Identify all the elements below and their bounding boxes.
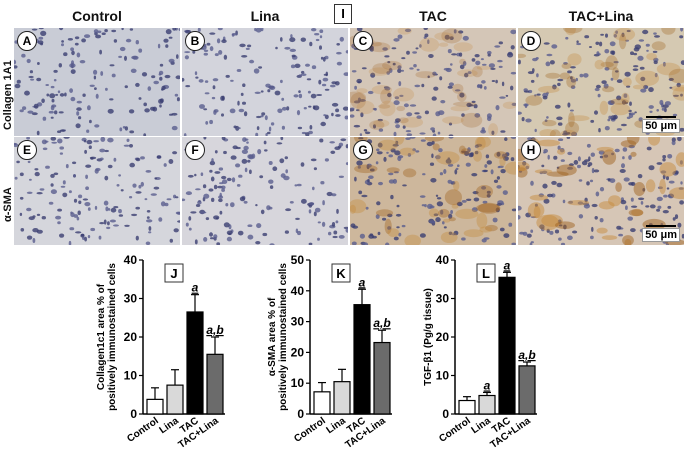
tissue-texture xyxy=(14,28,180,136)
y-tick-label: 0 xyxy=(130,407,137,421)
panel-letter-c: C xyxy=(353,31,373,51)
y-axis-label: TGF-β1 (Pg/g tissue) xyxy=(423,288,434,386)
bar-control xyxy=(313,391,331,415)
y-tick-label: 30 xyxy=(436,292,450,306)
significance-label: a xyxy=(484,378,491,392)
y-tick-label: 40 xyxy=(124,255,138,267)
micrograph-h: H 50 μm xyxy=(518,137,684,245)
micrograph-a: A xyxy=(14,28,180,136)
panel-letter-h: H xyxy=(521,140,541,160)
panel-letter-b: B xyxy=(185,31,205,51)
tissue-texture xyxy=(518,137,684,245)
y-axis-label: positively immunostained cells xyxy=(107,263,118,411)
bar-control xyxy=(146,398,164,415)
y-tick-label: 40 xyxy=(436,255,450,267)
micrograph-e: E xyxy=(14,137,180,245)
micrograph-d: D 50 μm xyxy=(518,28,684,136)
significance-label: a,b xyxy=(373,316,390,330)
column-header-control: Control xyxy=(72,8,122,24)
row-label-collagen-text: Collagen 1A1 xyxy=(2,60,14,130)
bar-lina xyxy=(333,381,351,415)
tissue-texture xyxy=(182,137,348,245)
bar-lina xyxy=(478,394,496,415)
significance-label: a xyxy=(504,258,511,272)
figure-label-i: I xyxy=(334,4,352,24)
panel-letter-a: A xyxy=(17,31,37,51)
y-tick-label: 50 xyxy=(291,255,305,267)
y-tick-label: 0 xyxy=(297,407,304,421)
panel-letter-box xyxy=(331,263,351,283)
panel-letter-k: K xyxy=(336,266,346,281)
scale-bar-label: 50 μm xyxy=(645,229,677,241)
bar-tac xyxy=(353,304,371,415)
bar-tac-lina xyxy=(206,353,224,415)
y-tick-label: 0 xyxy=(442,407,449,421)
bar-control xyxy=(458,399,476,415)
scale-bar-label: 50 μm xyxy=(645,120,677,132)
bar-tac-lina xyxy=(373,341,391,415)
scale-bar: 50 μm xyxy=(642,225,680,242)
bar-tac xyxy=(498,276,516,415)
y-tick-label: 20 xyxy=(436,330,450,344)
bar-tac xyxy=(186,311,204,415)
y-tick-label: 10 xyxy=(124,369,138,383)
scale-bar-line xyxy=(646,116,676,118)
x-tick-label: Lina xyxy=(158,415,182,436)
x-tick-label: Lina xyxy=(470,415,494,436)
micrograph-c: C xyxy=(350,28,516,136)
micrograph-g: G xyxy=(350,137,516,245)
column-header-lina: Lina xyxy=(250,8,280,24)
significance-label: a xyxy=(359,275,366,289)
panel-letter-box xyxy=(164,263,184,283)
micrograph-f: F xyxy=(182,137,348,245)
significance-label: a,b xyxy=(206,323,223,337)
y-axis-label: Collagen1c1 area % of xyxy=(96,283,107,390)
panel-letter-f: F xyxy=(185,140,205,160)
x-tick-label: Lina xyxy=(325,415,349,436)
significance-label: a,b xyxy=(518,348,535,362)
scale-bar: 50 μm xyxy=(642,116,680,133)
y-axis-label: α-SMA area % of xyxy=(267,297,278,376)
panel-letter-j: J xyxy=(170,266,177,281)
panel-letter-e: E xyxy=(17,140,37,160)
tissue-texture xyxy=(350,137,516,245)
panel-letter-g: G xyxy=(353,140,373,160)
y-tick-label: 40 xyxy=(291,284,305,298)
significance-label: a xyxy=(192,281,199,295)
y-tick-label: 30 xyxy=(291,315,305,329)
bar-tac-lina xyxy=(518,365,536,415)
panel-letter-d: D xyxy=(521,31,541,51)
y-tick-label: 30 xyxy=(124,292,138,306)
row-label-asma-text: α-SMA xyxy=(2,187,14,222)
column-header-tac-lina: TAC+Lina xyxy=(568,8,634,24)
y-tick-label: 20 xyxy=(291,345,305,359)
panel-letter-box xyxy=(476,263,496,283)
scale-bar-line xyxy=(646,225,676,227)
tissue-texture xyxy=(350,28,516,136)
y-tick-label: 10 xyxy=(436,369,450,383)
micrograph-b: B xyxy=(182,28,348,136)
y-tick-label: 10 xyxy=(291,376,305,390)
y-axis-label: positively immunostained cells xyxy=(278,263,289,411)
column-header-tac: TAC xyxy=(419,8,447,24)
tissue-texture xyxy=(518,28,684,136)
tissue-texture xyxy=(182,28,348,136)
tissue-texture xyxy=(14,137,180,245)
bar-lina xyxy=(166,384,184,415)
y-tick-label: 20 xyxy=(124,330,138,344)
panel-letter-l: L xyxy=(482,266,490,281)
